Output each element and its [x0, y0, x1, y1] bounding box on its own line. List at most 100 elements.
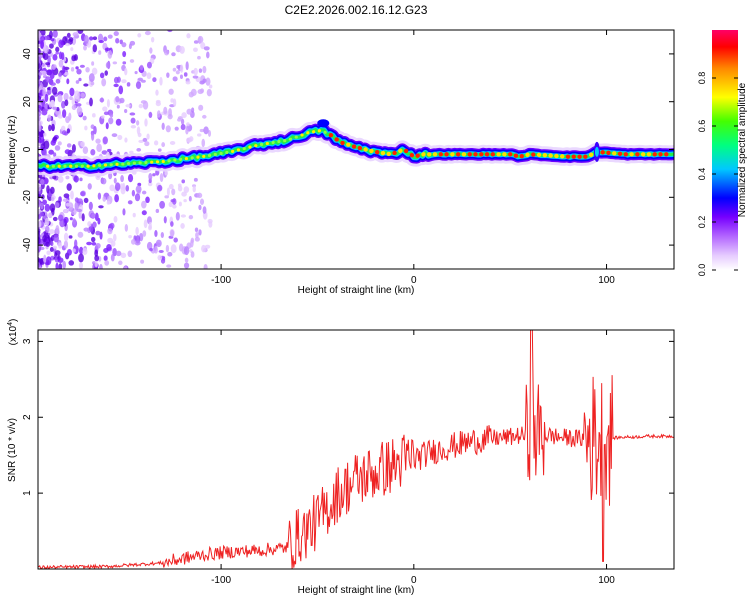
spectrogram-y-tick-label: 20 — [22, 96, 33, 108]
noise-speckle — [68, 260, 75, 266]
noise-speckle — [178, 243, 184, 252]
noise-speckle — [57, 242, 63, 249]
colorbar-tick-label: 0.2 — [697, 216, 707, 229]
noise-speckle — [184, 257, 189, 263]
spectrogram-y-axis: -40 -20 0 20 40 — [22, 48, 674, 252]
ridge-peak — [294, 135, 298, 139]
ridge-peak — [646, 152, 652, 157]
noise-speckle — [86, 241, 93, 246]
noise-speckle — [198, 68, 203, 73]
ridge-peak — [588, 152, 594, 157]
noise-speckle — [163, 216, 167, 224]
noise-speckle — [203, 264, 208, 269]
noise-speckle — [63, 232, 69, 242]
noise-speckle — [119, 97, 125, 104]
noise-speckle — [50, 186, 55, 194]
noise-speckle — [44, 104, 48, 109]
noise-speckle — [83, 197, 89, 204]
noise-speckle — [40, 176, 46, 180]
noise-speckle — [172, 76, 178, 82]
noise-speckle — [113, 31, 119, 37]
noise-speckle — [156, 110, 161, 118]
noise-speckle — [48, 30, 53, 39]
noise-speckle — [178, 201, 182, 207]
noise-speckle — [45, 241, 51, 247]
ridge-peak — [283, 138, 287, 143]
noise-speckle — [173, 237, 178, 243]
ridge-peak — [548, 153, 553, 158]
noise-speckle — [70, 47, 74, 52]
ridge-peak — [392, 150, 397, 156]
ridge-peak — [340, 140, 345, 146]
noise-speckle — [50, 139, 56, 146]
ridge-peak — [415, 153, 420, 158]
noise-speckle — [42, 87, 46, 97]
noise-speckle — [206, 51, 210, 59]
ridge-peak — [473, 152, 478, 157]
noise-speckle — [125, 104, 131, 108]
ridge-peak — [386, 151, 391, 157]
noise-speckle — [149, 47, 153, 54]
noise-speckle — [79, 246, 84, 255]
noise-speckle — [95, 138, 101, 144]
ridge-peak — [496, 152, 501, 157]
snr-x-axis: -100 0 100 — [211, 330, 615, 586]
ridge-peak — [617, 151, 623, 157]
noise-speckle — [76, 103, 82, 107]
noise-speckle — [148, 173, 153, 181]
noise-speckle — [172, 204, 177, 209]
noise-speckle — [87, 221, 92, 227]
noise-speckle — [66, 143, 72, 148]
noise-speckle — [153, 140, 159, 146]
noise-speckle — [83, 227, 89, 232]
ridge-peak — [312, 130, 316, 134]
noise-speckle — [202, 65, 207, 74]
noise-speckle — [40, 178, 45, 186]
ridge-peak — [80, 164, 84, 168]
noise-speckle — [57, 141, 62, 146]
snr-y-tick-label: 3 — [22, 338, 33, 344]
ridge-peak — [254, 144, 258, 148]
noise-speckle — [91, 67, 98, 75]
ridge-peak — [242, 146, 246, 151]
noise-speckle — [106, 200, 111, 205]
noise-speckle — [181, 112, 187, 119]
noise-speckle — [120, 175, 124, 183]
ridge-peak — [92, 164, 96, 168]
noise-speckle — [97, 217, 101, 225]
ridge-peak — [323, 130, 327, 134]
noise-speckle — [54, 202, 60, 208]
noise-speckle — [43, 35, 50, 41]
noise-speckle — [45, 62, 51, 66]
noise-speckle — [88, 201, 93, 211]
ridge-peak — [51, 164, 56, 168]
noise-speckle — [161, 122, 165, 131]
noise-speckle — [127, 200, 133, 205]
spectrogram-x-tick-label: 0 — [411, 275, 417, 286]
noise-speckle — [101, 78, 107, 87]
noise-speckle — [140, 100, 147, 104]
noise-speckle — [97, 192, 102, 200]
ridge-peak — [167, 159, 171, 163]
noise-speckle — [41, 110, 48, 116]
colorbar-ticks: 0.0 0.2 0.4 0.6 0.8 — [697, 72, 738, 276]
noise-speckle — [122, 61, 127, 65]
ridge-peak — [334, 137, 339, 142]
noise-speckle — [101, 177, 107, 185]
noise-speckle — [130, 124, 137, 129]
noise-speckle — [98, 40, 104, 44]
noise-speckle — [113, 215, 118, 223]
noise-speckle — [194, 236, 200, 242]
noise-speckle — [203, 46, 210, 51]
noise-speckle — [104, 47, 111, 51]
noise-speckle — [157, 184, 163, 192]
noise-speckle — [123, 266, 128, 269]
noise-speckle — [70, 190, 74, 200]
colorbar-gradient — [712, 30, 738, 270]
noise-speckle — [61, 100, 66, 109]
ridge-peak — [109, 163, 113, 167]
noise-speckle — [175, 70, 180, 75]
noise-speckle — [66, 32, 71, 38]
noise-speckle — [66, 183, 72, 191]
ridge-peak — [115, 162, 119, 166]
